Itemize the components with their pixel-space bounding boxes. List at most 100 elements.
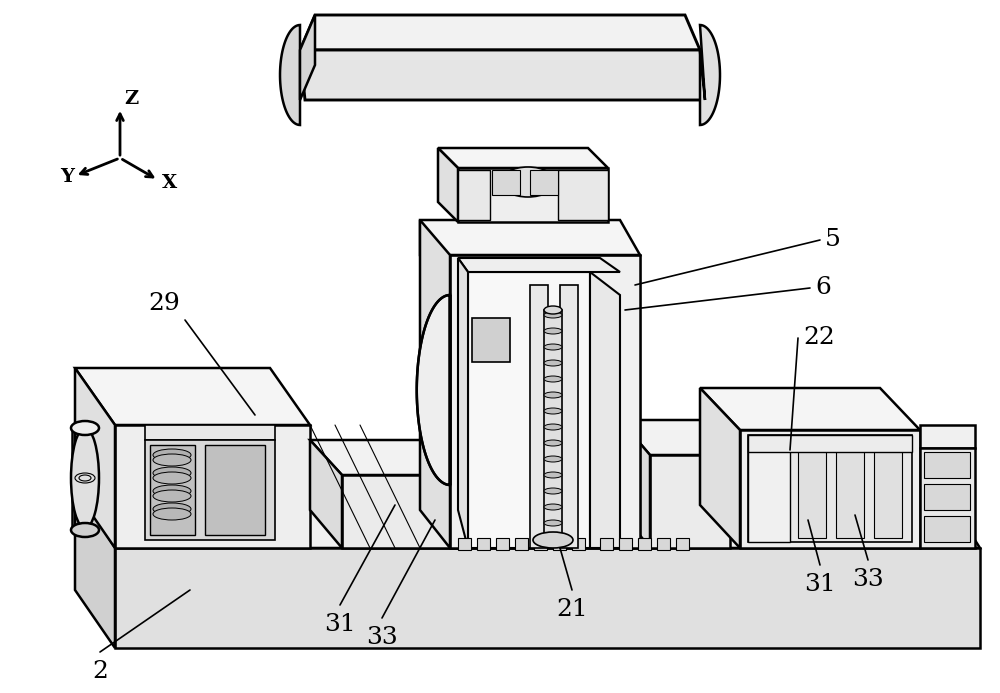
Ellipse shape: [544, 424, 562, 430]
Ellipse shape: [501, 167, 556, 197]
Polygon shape: [115, 425, 310, 548]
Polygon shape: [700, 388, 920, 430]
Polygon shape: [420, 220, 450, 548]
Text: 33: 33: [366, 626, 398, 649]
Polygon shape: [619, 538, 632, 550]
Polygon shape: [836, 440, 864, 538]
Ellipse shape: [544, 408, 562, 414]
Polygon shape: [700, 25, 720, 125]
Polygon shape: [458, 170, 490, 220]
Text: 2: 2: [92, 660, 108, 683]
Ellipse shape: [153, 490, 191, 502]
Polygon shape: [300, 15, 700, 50]
Polygon shape: [590, 220, 640, 548]
Polygon shape: [145, 425, 275, 440]
Text: 21: 21: [556, 598, 588, 621]
Polygon shape: [650, 455, 730, 548]
Polygon shape: [492, 170, 520, 195]
Polygon shape: [458, 538, 471, 550]
Ellipse shape: [544, 392, 562, 398]
Polygon shape: [342, 475, 462, 548]
Polygon shape: [205, 445, 265, 535]
Polygon shape: [300, 50, 705, 100]
Polygon shape: [496, 538, 509, 550]
Ellipse shape: [153, 508, 191, 520]
Polygon shape: [798, 440, 826, 538]
Text: Y: Y: [60, 168, 74, 186]
Polygon shape: [530, 170, 558, 195]
Ellipse shape: [71, 421, 99, 435]
Polygon shape: [458, 258, 620, 272]
Polygon shape: [740, 430, 920, 548]
Ellipse shape: [544, 360, 562, 366]
Polygon shape: [310, 440, 342, 548]
Polygon shape: [560, 285, 578, 548]
Text: Z: Z: [124, 90, 138, 108]
Text: 33: 33: [852, 568, 884, 591]
Ellipse shape: [544, 456, 562, 462]
Polygon shape: [544, 310, 562, 540]
Polygon shape: [748, 435, 912, 452]
Ellipse shape: [544, 504, 562, 510]
Polygon shape: [115, 548, 980, 648]
Ellipse shape: [544, 440, 562, 446]
Polygon shape: [300, 15, 315, 100]
Polygon shape: [620, 420, 730, 455]
Text: X: X: [162, 174, 177, 192]
Polygon shape: [748, 435, 790, 542]
Ellipse shape: [71, 428, 99, 528]
Polygon shape: [280, 25, 300, 125]
Polygon shape: [572, 538, 585, 550]
Text: 29: 29: [148, 292, 180, 315]
Polygon shape: [924, 452, 970, 478]
Polygon shape: [638, 538, 651, 550]
Polygon shape: [515, 538, 528, 550]
Polygon shape: [438, 148, 608, 168]
Polygon shape: [920, 425, 975, 448]
Polygon shape: [458, 258, 468, 548]
Ellipse shape: [544, 488, 562, 494]
Polygon shape: [75, 485, 980, 548]
Ellipse shape: [153, 449, 191, 461]
Polygon shape: [150, 445, 195, 535]
Polygon shape: [700, 388, 740, 548]
Ellipse shape: [544, 306, 562, 314]
Text: 31: 31: [804, 573, 836, 596]
Polygon shape: [477, 538, 490, 550]
Polygon shape: [600, 538, 613, 550]
Ellipse shape: [153, 467, 191, 479]
Polygon shape: [534, 538, 547, 550]
Polygon shape: [558, 170, 608, 220]
Ellipse shape: [533, 532, 573, 548]
Polygon shape: [620, 420, 650, 548]
Polygon shape: [75, 368, 310, 425]
Polygon shape: [468, 272, 590, 548]
Polygon shape: [450, 255, 640, 548]
Ellipse shape: [153, 503, 191, 515]
Ellipse shape: [153, 472, 191, 484]
Polygon shape: [458, 168, 608, 222]
Ellipse shape: [544, 472, 562, 478]
Polygon shape: [748, 435, 912, 542]
Ellipse shape: [153, 485, 191, 497]
Text: 22: 22: [803, 326, 835, 349]
Polygon shape: [417, 295, 450, 485]
Polygon shape: [553, 538, 566, 550]
Polygon shape: [874, 440, 902, 538]
Polygon shape: [438, 148, 458, 222]
Polygon shape: [75, 485, 115, 648]
Ellipse shape: [544, 520, 562, 526]
Ellipse shape: [544, 376, 562, 382]
Text: 6: 6: [815, 277, 831, 299]
Polygon shape: [657, 538, 670, 550]
Ellipse shape: [153, 454, 191, 466]
Polygon shape: [590, 272, 620, 548]
Polygon shape: [920, 448, 975, 548]
Polygon shape: [310, 440, 462, 475]
Polygon shape: [924, 484, 970, 510]
Polygon shape: [420, 220, 640, 255]
Ellipse shape: [544, 328, 562, 334]
Text: 31: 31: [324, 613, 356, 636]
Polygon shape: [145, 440, 275, 540]
Ellipse shape: [544, 344, 562, 350]
